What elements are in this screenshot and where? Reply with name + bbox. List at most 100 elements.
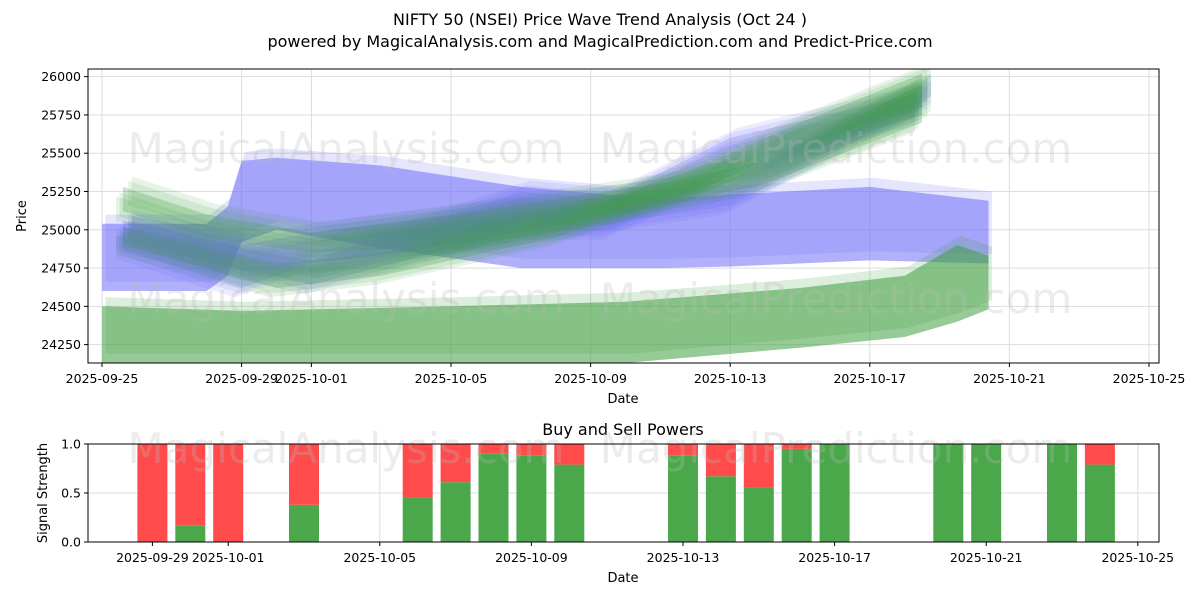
power-x-tick-label: 2025-09-29 — [116, 550, 189, 565]
chart-title: NIFTY 50 (NSEI) Price Wave Trend Analysi… — [393, 10, 807, 29]
price-y-tick-label: 25250 — [41, 184, 81, 199]
price-band-ribbon — [119, 89, 919, 259]
sell-bar — [668, 444, 698, 456]
buy-bar — [971, 444, 1002, 542]
price-band-ribbon — [128, 78, 928, 247]
price-band-ribbon — [122, 84, 923, 288]
price-band-green-wave-mid — [116, 69, 931, 298]
price-y-tick-label: 24250 — [41, 337, 81, 352]
sell-bar — [440, 444, 471, 483]
price-band-ribbon — [116, 101, 916, 295]
price-x-tick-label: 2025-09-29 — [205, 371, 278, 386]
price-band-blue-wave-fan — [116, 81, 931, 295]
price-band-shadow — [105, 235, 992, 354]
price-band-green-wave-low — [102, 235, 992, 363]
price-x-tick-label: 2025-10-13 — [694, 371, 767, 386]
buy-bar — [933, 444, 964, 542]
price-band-ribbon — [128, 69, 928, 282]
price-plot-frame — [87, 68, 1160, 364]
price-y-tick-label: 24750 — [41, 261, 81, 276]
price-bands — [102, 69, 992, 363]
sell-bar — [213, 444, 244, 542]
sell-bar — [175, 444, 206, 526]
watermark-left-power: MagicalAnalysis.com — [128, 424, 565, 473]
buy-bar — [1047, 444, 1077, 542]
price-band-ribbon — [119, 89, 919, 294]
price-band-ribbon — [128, 78, 928, 282]
power-y-tick-label: 0.5 — [61, 486, 81, 501]
price-band-main — [102, 157, 989, 291]
price-band-ribbon — [119, 97, 919, 291]
watermark-right-power: MagicalPrediction.com — [600, 424, 1073, 473]
price-band-ribbon — [131, 69, 931, 278]
power-x-tick-label: 2025-10-17 — [798, 550, 871, 565]
price-y-tick-label: 25750 — [41, 107, 81, 122]
power-bars — [137, 444, 1115, 542]
price-band-ribbon — [128, 85, 928, 279]
power-x-ticks: 2025-09-29 2025-10-01 2025-10-05 2025-10-09… — [116, 542, 1174, 565]
price-band-ribbon — [131, 73, 931, 242]
chart-subtitle: powered by MagicalAnalysis.com and Magic… — [267, 32, 932, 51]
sell-bar — [516, 444, 547, 456]
price-band-ribbon — [116, 93, 916, 298]
sell-bar — [137, 444, 168, 542]
buy-bar — [516, 455, 547, 542]
watermark-right: MagicalPrediction.com — [600, 124, 1073, 173]
price-x-tick-label: 2025-09-25 — [66, 371, 139, 386]
watermark-right-lower: MagicalPrediction.com — [600, 274, 1073, 323]
price-band-shadow — [105, 148, 992, 282]
sell-bar — [554, 444, 585, 465]
price-x-label: Date — [607, 392, 638, 407]
sell-bar — [1084, 444, 1115, 465]
price-x-tick-label: 2025-10-25 — [1113, 371, 1186, 386]
buy-bar — [1084, 464, 1115, 542]
sell-bar — [743, 444, 774, 488]
sell-bar — [289, 444, 319, 505]
power-x-tick-label: 2025-10-09 — [495, 550, 568, 565]
power-y-ticks: 0.0 0.5 1.0 — [61, 437, 88, 550]
price-band-ribbon — [116, 82, 916, 298]
power-y-tick-label: 0.0 — [61, 535, 81, 550]
price-band-blue-wave-mid — [116, 73, 931, 298]
buy-bar — [554, 464, 585, 542]
price-band-ribbon — [131, 81, 931, 275]
price-x-tick-label: 2025-10-17 — [833, 371, 906, 386]
price-y-tick-label: 26000 — [41, 69, 81, 84]
price-band-ribbon — [122, 92, 923, 285]
price-x-tick-label: 2025-10-01 — [275, 371, 348, 386]
sell-bar — [402, 444, 433, 498]
price-band-ribbon — [122, 84, 923, 253]
price-band-blue-wave-upper — [102, 148, 992, 291]
price-y-label: Price — [15, 200, 30, 232]
power-x-label: Date — [607, 571, 638, 586]
price-band-ribbon — [131, 73, 931, 278]
price-band-ribbon — [119, 79, 919, 294]
watermark-left: MagicalAnalysis.com — [128, 124, 565, 173]
price-y-tick-label: 24500 — [41, 299, 81, 314]
buy-bar — [819, 444, 850, 542]
price-y-tick-label: 25000 — [41, 222, 81, 237]
price-x-tick-label: 2025-10-21 — [973, 371, 1046, 386]
price-band-green-wave-upper — [116, 73, 931, 262]
power-x-tick-label: 2025-10-21 — [950, 550, 1023, 565]
buy-bar — [705, 476, 736, 542]
price-y-ticks: 24250 24500 24750 25000 25250 25500 25750 26000 — [41, 69, 88, 352]
power-y-label: Signal Strength — [36, 443, 51, 543]
buy-bar — [478, 453, 509, 542]
buy-bar — [781, 448, 812, 542]
price-plot: MagicalAnalysis.com MagicalPrediction.co… — [15, 68, 1186, 407]
power-title: Buy and Sell Powers — [542, 420, 704, 439]
price-x-tick-label: 2025-10-09 — [554, 371, 627, 386]
buy-bar — [743, 487, 774, 542]
buy-bar — [289, 504, 319, 542]
power-y-tick-label: 1.0 — [61, 437, 81, 452]
price-y-tick-label: 25500 — [41, 146, 81, 161]
buy-bar — [175, 525, 206, 542]
sell-bar — [781, 444, 812, 449]
power-x-tick-label: 2025-10-01 — [192, 550, 265, 565]
buy-bar — [668, 455, 698, 542]
sell-bar — [705, 444, 736, 477]
watermark-left-lower: MagicalAnalysis.com — [128, 274, 565, 323]
